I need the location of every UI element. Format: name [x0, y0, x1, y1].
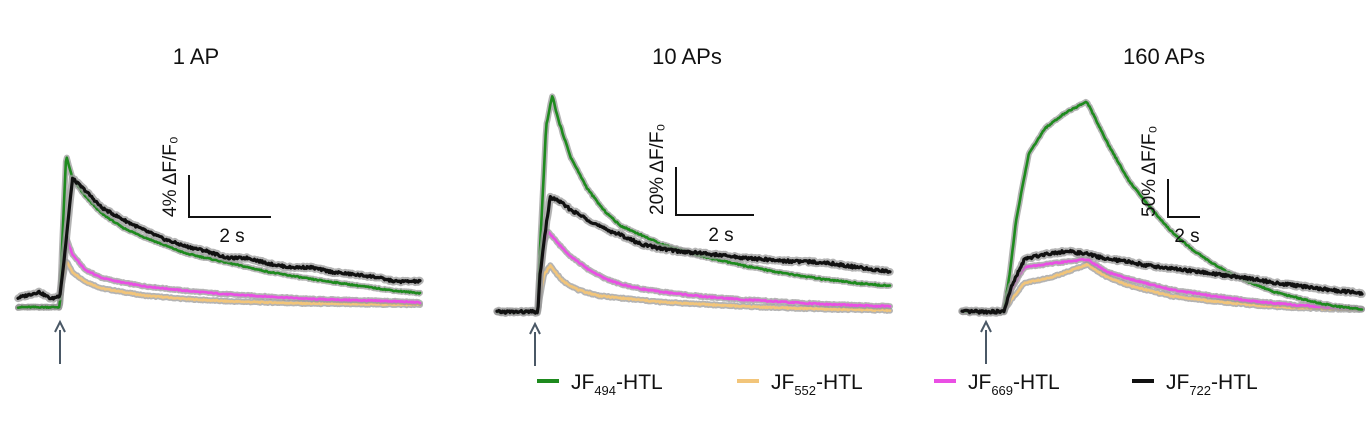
legend-item-jf669: JF669-HTL [934, 371, 1060, 398]
sem-band-jf494 [959, 98, 1365, 316]
stimulus-arrowhead-icon [54, 319, 66, 333]
trace-jf552 [16, 260, 422, 310]
scale-bar-x-label: 2 s [708, 225, 733, 246]
scale-bar-y-label: 50% ΔF/F₀ [1139, 126, 1160, 217]
legend-item-jf722: JF722-HTL [1132, 371, 1258, 398]
scale-bar [1167, 179, 1200, 218]
scale-bar-y-label: 20% ΔF/F₀ [647, 124, 668, 215]
stimulus-arrowhead-icon [980, 319, 992, 333]
trace-jf722 [960, 248, 1364, 315]
scale-bar-y-label: 4% ΔF/F₀ [160, 136, 181, 217]
trace-jf552 [495, 264, 892, 314]
trace-jf669 [495, 230, 892, 314]
panel-title: 10 APs [652, 44, 722, 69]
legend-item-jf552: JF552-HTL [737, 371, 863, 398]
panel-title: 160 APs [1123, 44, 1205, 69]
panel-title: 1 AP [173, 44, 219, 69]
trace-jf722 [495, 195, 892, 315]
panel-1: 1 AP 4% ΔF/F₀ 2 s [14, 44, 424, 364]
scale-bar [188, 175, 271, 218]
trace-jf669 [960, 257, 1364, 314]
panel-2: 10 APs 20% ΔF/F₀ 2 s [493, 44, 894, 366]
legend-label: JF494-HTL [571, 371, 663, 398]
trace-jf494 [16, 156, 422, 310]
trace-jf669 [16, 237, 422, 310]
panel-3: 160 APs 50% ΔF/F₀ 2 s [958, 44, 1366, 364]
scale-bar [675, 167, 754, 216]
stimulus-arrowhead-icon [529, 321, 541, 335]
legend: JF494-HTL JF552-HTL JF669-HTL JF722-HTL [537, 371, 1258, 398]
trace-jf494 [960, 100, 1364, 314]
legend-label: JF722-HTL [1166, 371, 1258, 398]
legend-item-jf494: JF494-HTL [537, 371, 663, 398]
scale-bar-x-label: 2 s [219, 226, 244, 247]
legend-label: JF552-HTL [771, 371, 863, 398]
trace-jf494 [495, 95, 892, 314]
trace-jf722 [16, 176, 422, 301]
legend-label: JF669-HTL [968, 371, 1060, 398]
scale-bar-x-label: 2 s [1174, 226, 1199, 247]
